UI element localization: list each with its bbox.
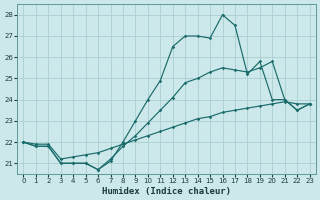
X-axis label: Humidex (Indice chaleur): Humidex (Indice chaleur) <box>102 187 231 196</box>
